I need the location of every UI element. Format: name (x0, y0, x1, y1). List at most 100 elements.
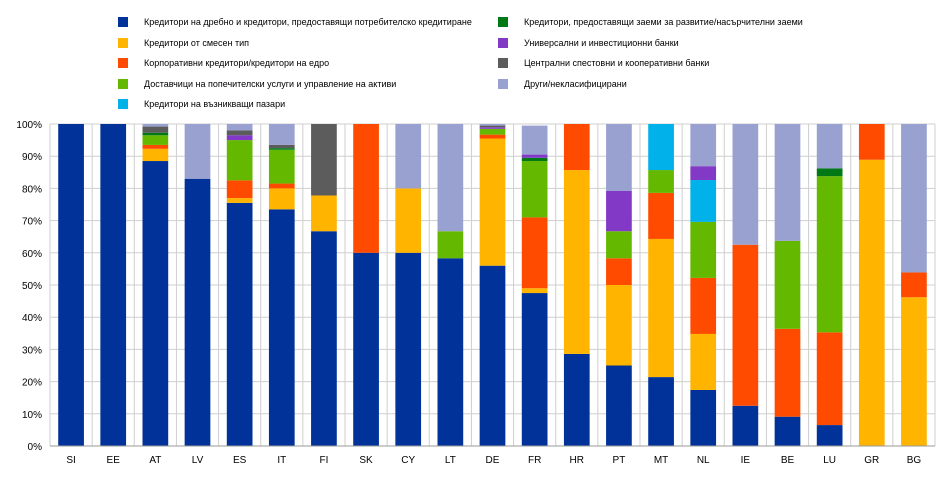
bar-segment (690, 389, 717, 446)
y-tick-label: 40% (22, 313, 42, 324)
bar-segment (479, 125, 506, 128)
bar-segment (142, 135, 169, 145)
bar-segment (311, 231, 337, 446)
bar-segment (311, 195, 337, 232)
bar-segment (268, 188, 295, 210)
bar-segment (690, 333, 717, 390)
y-tick-label: 10% (22, 410, 42, 421)
legend-item: Кредитори от смесен тип (118, 37, 250, 48)
bar-segment (142, 161, 169, 446)
bar-segment (479, 127, 506, 129)
bar-segment (774, 328, 801, 417)
x-tick-label: HR (570, 455, 584, 466)
bar-segment (606, 231, 632, 259)
bar-segment (268, 183, 295, 189)
x-tick-label: EE (107, 455, 121, 466)
legend-label: Кредитори, предоставящи заеми за развити… (524, 17, 803, 27)
bar-segment (226, 180, 253, 199)
bar-segment (606, 124, 632, 191)
bar-segment (479, 265, 506, 446)
y-tick-label: 0% (28, 442, 43, 453)
bar-segment (226, 130, 253, 136)
bar-segment (774, 416, 801, 446)
bar-segment (690, 277, 717, 334)
legend-label: Кредитори на възникващи пазари (144, 99, 286, 109)
legend-label: Универсални и инвестиционни банки (524, 37, 679, 48)
bar-segment (606, 190, 632, 232)
legend-swatch (118, 99, 128, 109)
bar-segment (732, 244, 759, 406)
bar-segment (479, 138, 506, 266)
x-tick-label: DE (486, 455, 500, 466)
x-tick-label: GR (864, 455, 879, 466)
bar-segment (690, 166, 717, 181)
bar-segment (521, 154, 548, 158)
bar-segment (521, 161, 548, 218)
x-tick-label: LV (192, 455, 204, 466)
bar-segment (142, 132, 169, 136)
y-tick-label: 90% (22, 152, 42, 163)
bar-segment (606, 285, 632, 366)
legend-swatch (118, 37, 128, 48)
bar-segment (816, 425, 843, 446)
bar-segment (816, 332, 843, 426)
legend-label: Кредитори от смесен тип (144, 37, 250, 48)
y-tick-label: 100% (16, 120, 42, 131)
bar-segment (268, 124, 295, 145)
x-tick-label: BE (781, 455, 795, 466)
x-tick-label: BG (907, 455, 922, 466)
bar-segment (648, 124, 674, 171)
x-tick-label: FI (319, 455, 328, 466)
bar-segment (732, 124, 759, 245)
legend-swatch (498, 58, 508, 68)
bar-segment (858, 124, 885, 160)
legend-swatch (118, 78, 128, 89)
legend-swatch (498, 37, 508, 48)
y-tick-label: 80% (22, 184, 42, 195)
bar-segment (521, 125, 548, 155)
bar-segment (479, 124, 506, 126)
y-tick-label: 70% (22, 217, 42, 228)
x-tick-label: AT (149, 455, 161, 466)
bar-segment (142, 124, 169, 127)
x-tick-label: CY (401, 455, 415, 466)
y-tick-label: 60% (22, 249, 42, 260)
bar-segment (648, 238, 674, 378)
bar-segment (648, 192, 674, 239)
bar-segment (774, 240, 801, 329)
bar-segment (816, 168, 843, 177)
x-tick-label: LT (445, 455, 456, 466)
y-tick-label: 20% (22, 378, 42, 389)
bar-segment (690, 124, 717, 167)
legend-label: Доставчици на попечителски услуги и упра… (144, 78, 397, 89)
bar-segment (268, 209, 295, 446)
bar-segment (606, 258, 632, 285)
bar-segment (395, 252, 422, 446)
legend-swatch (118, 17, 128, 27)
bar-segment (268, 149, 295, 184)
bar-segment (184, 178, 211, 447)
bar-segment (226, 140, 253, 181)
legend-item: Доставчици на попечителски услуги и упра… (118, 78, 397, 89)
bar-segment (774, 124, 801, 241)
bar-segment (901, 272, 927, 298)
bar-segment (184, 124, 211, 179)
bar-segment (353, 124, 379, 253)
bar-segment (690, 180, 717, 222)
bar-segment (479, 128, 506, 135)
legend-label: Други/некласифицирани (524, 78, 627, 89)
legend-item: Кредитори на възникващи пазари (118, 99, 285, 109)
bar-segment (142, 148, 169, 162)
bar-segment (437, 258, 464, 446)
x-tick-label: LU (823, 455, 836, 466)
x-tick-label: PT (613, 455, 626, 466)
legend-item: Универсални и инвестиционни банки (498, 37, 679, 48)
x-tick-label: SK (359, 455, 373, 466)
bar-segment (226, 198, 253, 203)
bar-segment (521, 217, 548, 289)
legend-swatch (498, 78, 508, 89)
bar-segment (311, 124, 337, 196)
bar-segment (563, 170, 590, 354)
bar-segment (648, 170, 674, 193)
